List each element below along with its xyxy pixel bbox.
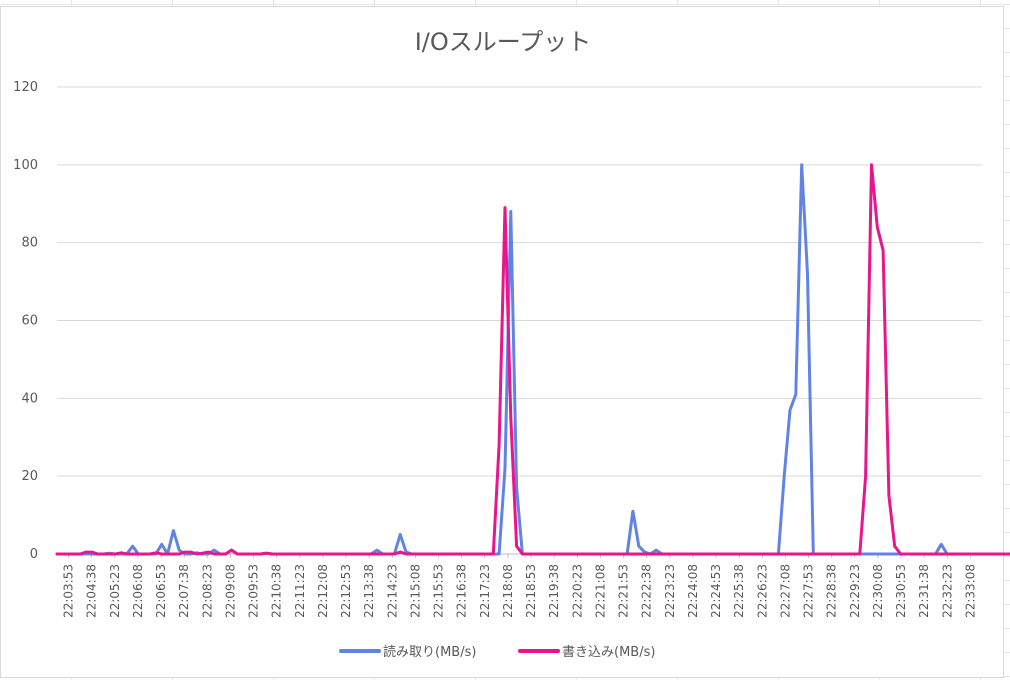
x-tick-label: 22:11:23 bbox=[293, 564, 307, 618]
x-tick-label: 22:09:53 bbox=[247, 564, 261, 618]
x-tick-label: 22:07:38 bbox=[177, 564, 191, 618]
y-axis-tick-labels: 0 20 40 60 80 100 120 bbox=[13, 80, 38, 562]
series-lines bbox=[55, 163, 1010, 556]
x-tick-label: 22:19:38 bbox=[547, 564, 561, 618]
x-tick-label: 22:29:23 bbox=[848, 564, 862, 618]
x-tick-label: 22:26:23 bbox=[755, 564, 769, 618]
x-tick-label: 22:25:38 bbox=[732, 564, 746, 618]
x-tick-label: 22:04:38 bbox=[85, 564, 99, 618]
chart-title: I/Oスループット bbox=[415, 28, 592, 56]
x-tick-label: 22:18:53 bbox=[524, 564, 538, 618]
legend-label-0: 読み取り(MB/s) bbox=[383, 644, 476, 660]
x-tick-label: 22:05:23 bbox=[108, 564, 122, 618]
series-line-1 bbox=[55, 163, 1010, 556]
x-tick-label: 22:21:53 bbox=[617, 564, 631, 618]
x-tick-label: 22:03:53 bbox=[62, 564, 76, 618]
x-tick-label: 22:06:53 bbox=[154, 564, 168, 618]
x-tick-label: 22:18:08 bbox=[501, 564, 515, 618]
y-tick-label: 40 bbox=[21, 391, 38, 406]
y-tick-label: 120 bbox=[13, 80, 38, 95]
x-tick-label: 22:10:38 bbox=[270, 564, 284, 618]
y-tick-label: 20 bbox=[21, 469, 38, 484]
x-tick-label: 22:32:23 bbox=[940, 564, 954, 618]
x-tick-label: 22:33:08 bbox=[963, 564, 977, 618]
legend[interactable]: 読み取り(MB/s) 書き込み(MB/s) bbox=[339, 644, 655, 660]
x-tick-label: 22:31:38 bbox=[917, 564, 931, 618]
x-tick-label: 22:17:23 bbox=[478, 564, 492, 618]
x-tick-label: 22:24:53 bbox=[709, 564, 723, 618]
x-tick-label: 22:12:08 bbox=[316, 564, 330, 618]
x-tick-label: 22:27:53 bbox=[802, 564, 816, 618]
x-tick-label: 22:15:53 bbox=[432, 564, 446, 618]
x-axis-tick-labels: 22:03:53 22:04:38 22:05:23 22:06:08 22:06:53… bbox=[62, 564, 978, 618]
x-tick-label: 22:15:08 bbox=[408, 564, 422, 618]
x-tick-label: 22:06:08 bbox=[131, 564, 145, 618]
y-tick-label: 100 bbox=[13, 158, 38, 173]
x-tick-label: 22:09:08 bbox=[223, 564, 237, 618]
x-tick-label: 22:30:08 bbox=[871, 564, 885, 618]
gridlines bbox=[57, 86, 982, 555]
y-tick-label: 80 bbox=[21, 236, 38, 251]
x-tick-label: 22:12:53 bbox=[339, 564, 353, 618]
x-tick-label: 22:16:38 bbox=[455, 564, 469, 618]
x-tick-label: 22:23:23 bbox=[663, 564, 677, 618]
x-tick-label: 22:27:08 bbox=[778, 564, 792, 618]
legend-label-1: 書き込み(MB/s) bbox=[562, 645, 655, 660]
x-tick-label: 22:20:23 bbox=[570, 564, 584, 618]
series-line-0 bbox=[55, 163, 984, 556]
x-tick-label: 22:21:08 bbox=[593, 564, 607, 618]
x-tick-label: 22:08:23 bbox=[200, 564, 214, 618]
x-tick-label: 22:30:53 bbox=[894, 564, 908, 618]
x-tick-label: 22:13:38 bbox=[362, 564, 376, 618]
y-tick-label: 0 bbox=[30, 547, 38, 562]
x-tick-label: 22:28:38 bbox=[825, 564, 839, 618]
x-tick-label: 22:22:38 bbox=[640, 564, 654, 618]
x-tick-label: 22:14:23 bbox=[385, 564, 399, 618]
x-tick-label: 22:24:08 bbox=[686, 564, 700, 618]
y-tick-label: 60 bbox=[21, 314, 38, 329]
